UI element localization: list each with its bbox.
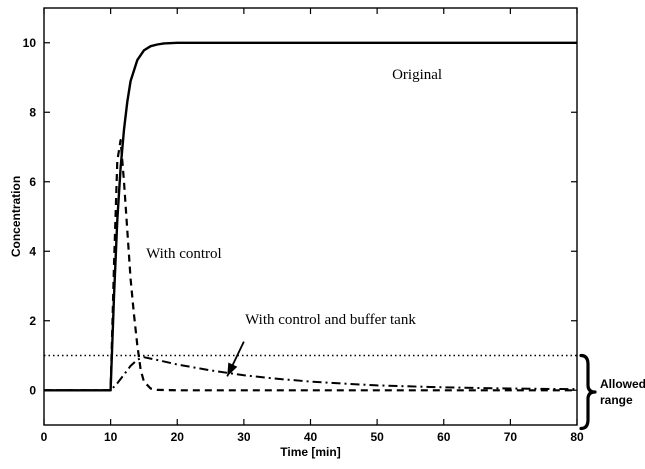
annotation-arrow-head: [227, 362, 238, 377]
annotation-layer: Original With control With control and buf…: [146, 67, 645, 431]
y-tick-label: 10: [23, 36, 37, 50]
series-layer: [44, 41, 578, 392]
y-tick-label: 0: [29, 383, 36, 397]
annotation-label: With control and buffer tank: [245, 312, 416, 328]
axes-layer: 0 10 20 30 40 50 60 70 80 0 2 4 6 8 10 Time [min] Concen…: [9, 7, 584, 459]
allowed-range-brace: [579, 353, 597, 431]
series-line-solid: [44, 41, 577, 392]
x-tick-label: 70: [504, 430, 518, 444]
series-line-dashed: [44, 139, 577, 392]
y-tick-label: 2: [29, 314, 36, 328]
x-axis-title: Time [min]: [280, 445, 340, 459]
allowed-range-label-line2: range: [600, 393, 633, 407]
x-tick-label: 50: [370, 430, 384, 444]
x-tick-label: 60: [437, 430, 451, 444]
plot-frame: [43, 7, 578, 426]
x-tick-label: 80: [570, 430, 584, 444]
y-tick-label: 8: [29, 105, 36, 119]
y-tick-label: 4: [29, 244, 36, 258]
x-tick-label: 30: [237, 430, 251, 444]
x-tick-label: 0: [41, 430, 48, 444]
annotation-label: Original: [392, 67, 442, 83]
x-tick-label: 40: [304, 430, 318, 444]
allowed-range-label-line1: Allowed: [600, 377, 645, 391]
annotation-label: With control: [146, 246, 222, 262]
series-line-dashdot: [44, 356, 578, 392]
y-axis-title: Concentration: [9, 176, 23, 257]
y-tick-label: 6: [29, 175, 36, 189]
x-tick-label: 10: [104, 430, 118, 444]
x-tick-label: 20: [171, 430, 185, 444]
